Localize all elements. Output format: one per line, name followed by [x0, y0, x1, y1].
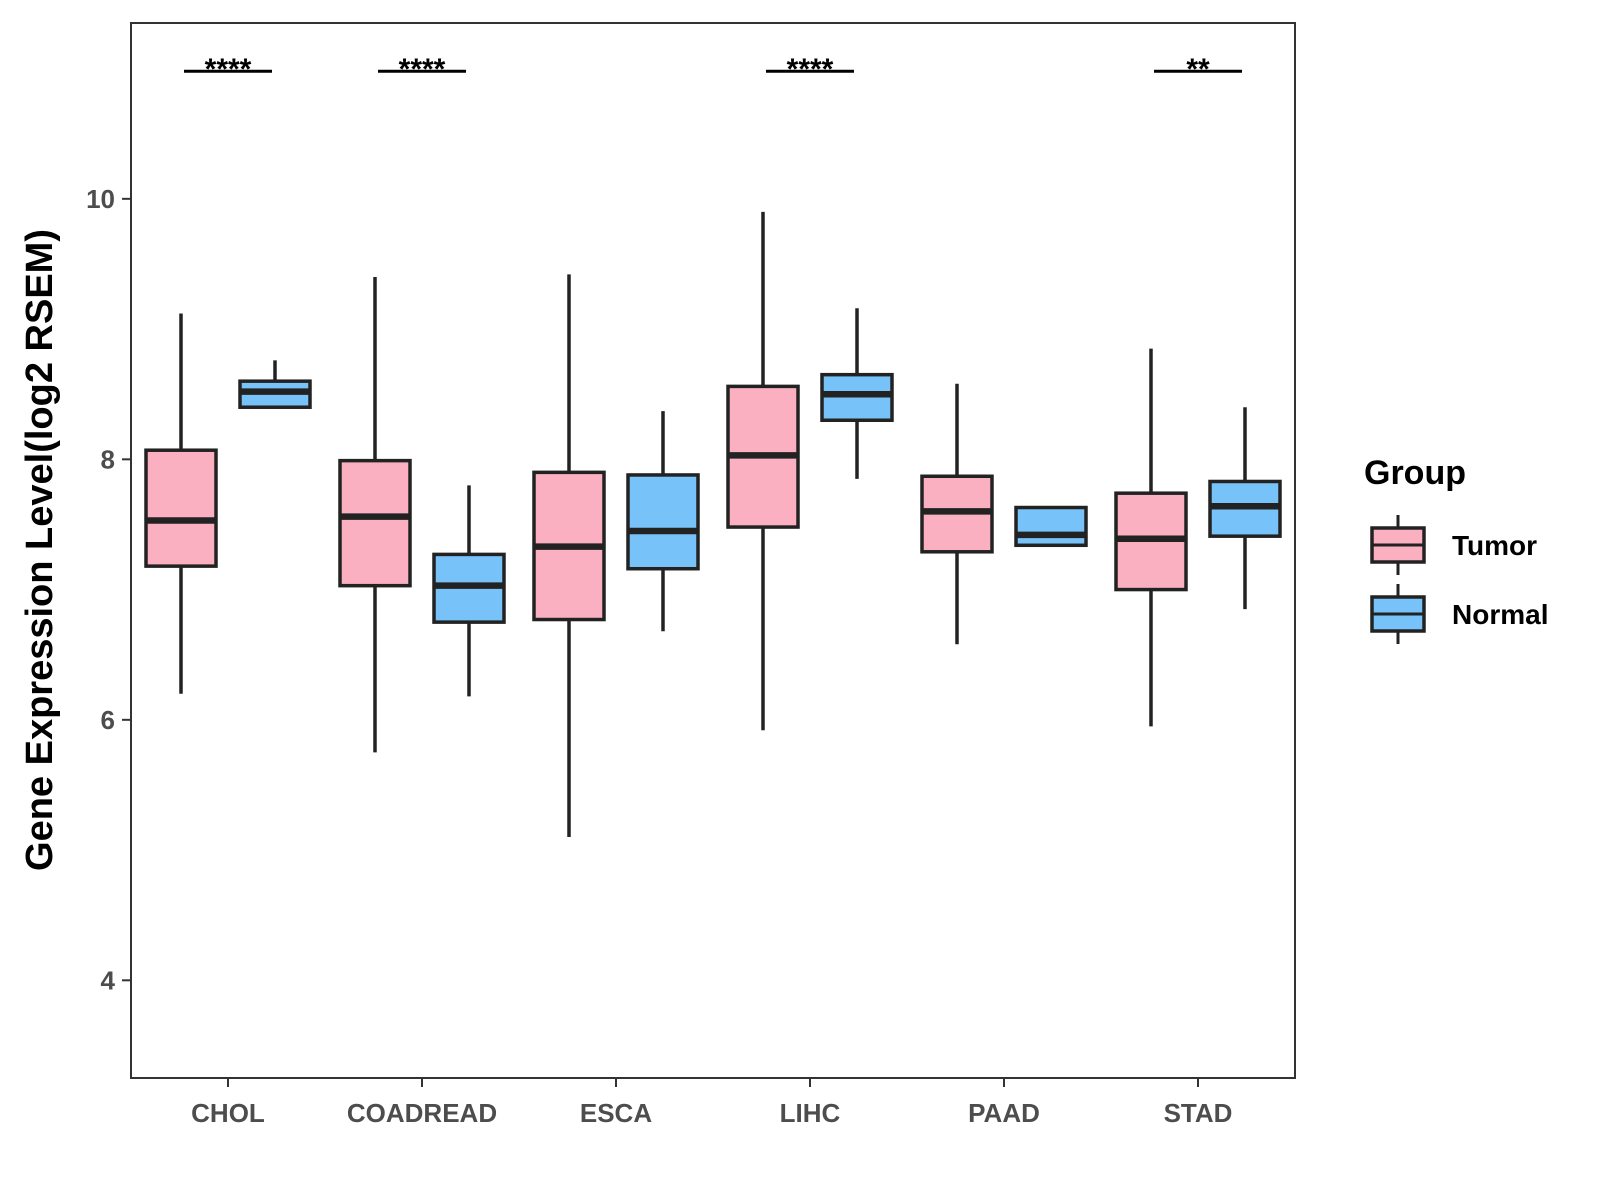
- legend-label: Tumor: [1452, 530, 1537, 561]
- significance-label: ****: [399, 53, 446, 86]
- x-axis: CHOL COADREAD ESCA LIHC PAAD STAD: [191, 1078, 1232, 1128]
- boxes-layer: [144, 211, 1282, 838]
- y-tick-label: 6: [101, 705, 115, 735]
- significance-lihc: ****: [766, 53, 854, 86]
- box-normal-paad: [1014, 505, 1088, 548]
- y-axis: 4 6 8 10: [86, 184, 131, 995]
- significance-stad: **: [1154, 53, 1242, 86]
- box-normal-stad: [1208, 407, 1282, 610]
- box-iqr: [626, 473, 700, 571]
- box-tumor-stad: [1114, 348, 1188, 727]
- box-iqr: [820, 372, 894, 423]
- y-tick-label: 4: [101, 965, 116, 995]
- significance-layer: **** **** **** **: [184, 53, 1242, 86]
- box-normal-lihc: [820, 308, 894, 479]
- x-tick-label: CHOL: [191, 1098, 265, 1128]
- box-tumor-chol: [144, 313, 218, 694]
- legend-item-normal: Normal: [1370, 584, 1548, 644]
- significance-label: ****: [205, 53, 252, 86]
- box-tumor-coadread: [338, 276, 412, 753]
- y-tick-label: 10: [86, 184, 115, 214]
- x-tick-label: ESCA: [580, 1098, 652, 1128]
- legend-label: Normal: [1452, 599, 1548, 630]
- significance-chol: ****: [184, 53, 272, 86]
- legend-title: Group: [1364, 454, 1466, 492]
- x-tick-label: PAAD: [968, 1098, 1040, 1128]
- box-tumor-paad: [920, 383, 994, 645]
- plot-panel-border: [130, 22, 1296, 1079]
- x-tick-label: STAD: [1164, 1098, 1233, 1128]
- box-tumor-esca: [532, 274, 606, 838]
- x-tick-label: LIHC: [780, 1098, 841, 1128]
- significance-label: ****: [787, 53, 834, 86]
- y-tick-label: 8: [101, 444, 115, 474]
- y-axis-title: Gene Expression Level(log2 RSEM): [19, 229, 61, 871]
- x-tick-label: COADREAD: [347, 1098, 497, 1128]
- box-tumor-lihc: [726, 211, 800, 731]
- box-iqr: [1014, 505, 1088, 548]
- box-iqr: [338, 458, 412, 588]
- box-normal-coadread: [432, 485, 506, 697]
- box-iqr: [144, 448, 218, 568]
- significance-label: **: [1186, 53, 1210, 86]
- legend-item-tumor: Tumor: [1370, 515, 1537, 575]
- box-normal-esca: [626, 411, 700, 632]
- box-normal-chol: [238, 360, 312, 409]
- significance-coadread: ****: [378, 53, 466, 86]
- legend: Group Tumor Normal: [1364, 454, 1548, 644]
